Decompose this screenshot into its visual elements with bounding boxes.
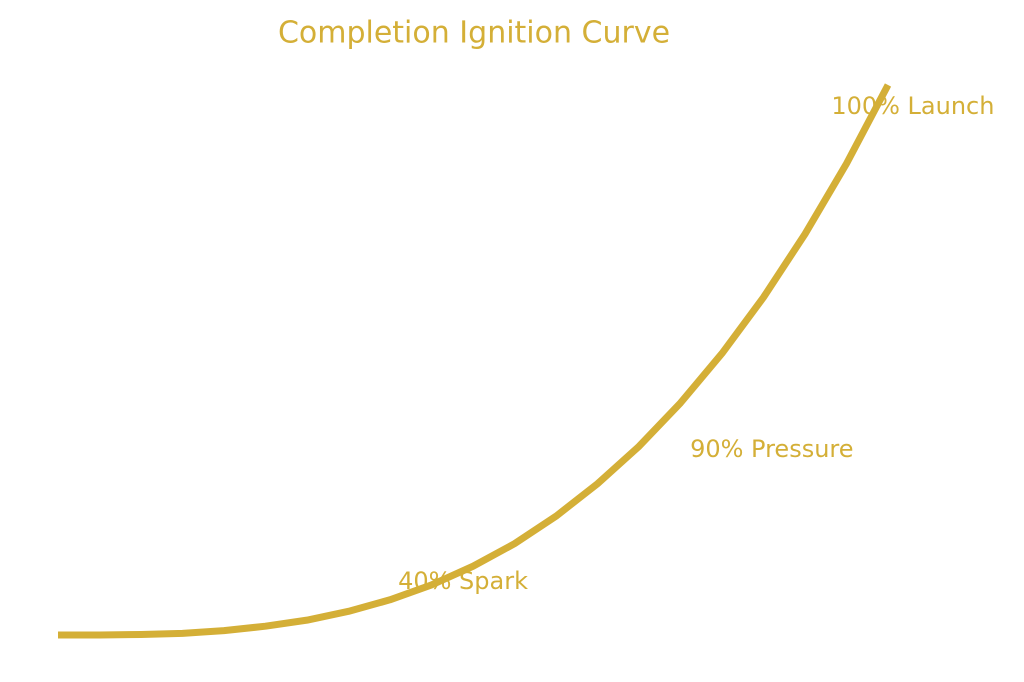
annotation: 100% Launch [831,92,994,120]
annotation: 40% Spark [398,567,528,595]
chart-title: Completion Ignition Curve [278,16,670,51]
curve-line [58,83,892,639]
annotation: 90% Pressure [690,435,853,463]
